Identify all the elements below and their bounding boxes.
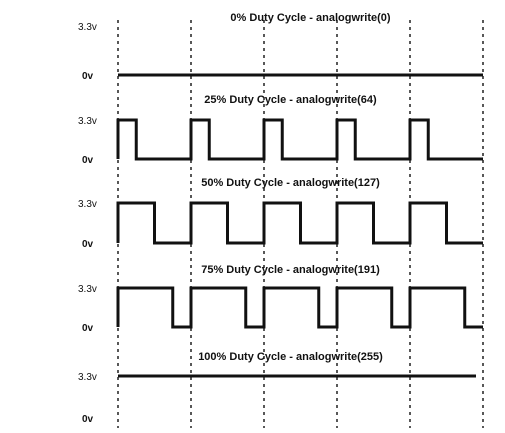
high-voltage-label: 3.3v [78,116,97,127]
low-voltage-label: 0v [82,414,94,425]
pwm-waveform [118,203,483,243]
panel-title: 50% Duty Cycle - analogwrite(127) [201,177,380,189]
pwm-panel-1: 25% Duty Cycle - analogwrite(64) 3.3v 0v [78,94,483,166]
pwm-panel-0: 0% Duty Cycle - analogwrite(0) 3.3v 0v [78,12,483,82]
high-voltage-label: 3.3v [78,372,97,383]
low-voltage-label: 0v [82,155,94,166]
low-voltage-label: 0v [82,323,94,334]
pwm-panels: 0% Duty Cycle - analogwrite(0)3.3v0v25% … [78,12,483,425]
pwm-waveform [118,120,483,159]
panel-title: 0% Duty Cycle - analogwrite(0) [230,12,390,24]
pwm-waveform [118,288,483,327]
low-voltage-label: 0v [82,239,94,250]
panel-title: 100% Duty Cycle - analogwrite(255) [198,351,383,363]
pwm-panel-4: 100% Duty Cycle - analogwrite(255) 3.3v 0v [78,351,476,425]
pwm-panel-2: 50% Duty Cycle - analogwrite(127) 3.3v 0v [78,177,483,250]
pwm-panel-3: 75% Duty Cycle - analogwrite(191) 3.3v 0v [78,264,483,334]
high-voltage-label: 3.3v [78,22,97,33]
panel-title: 25% Duty Cycle - analogwrite(64) [204,94,377,106]
high-voltage-label: 3.3v [78,284,97,295]
low-voltage-label: 0v [82,71,94,82]
panel-title: 75% Duty Cycle - analogwrite(191) [201,264,380,276]
high-voltage-label: 3.3v [78,199,97,210]
